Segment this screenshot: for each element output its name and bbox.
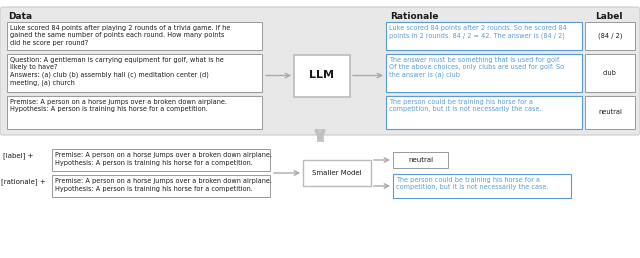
Text: Data: Data bbox=[8, 12, 32, 21]
Bar bbox=[52, 149, 270, 171]
Text: Smaller Model: Smaller Model bbox=[312, 170, 362, 176]
Text: The person could be training his horse for a
competition, but it is not necessar: The person could be training his horse f… bbox=[396, 177, 548, 190]
Text: Premise: A person on a horse jumps over a broken down airplane.
Hypothesis: A pe: Premise: A person on a horse jumps over … bbox=[10, 99, 227, 112]
Bar bbox=[585, 96, 635, 129]
Bar bbox=[7, 22, 262, 50]
Text: neutral: neutral bbox=[598, 109, 622, 116]
Bar bbox=[52, 175, 270, 197]
Text: LLM: LLM bbox=[310, 70, 335, 80]
Bar bbox=[386, 96, 582, 129]
Bar bbox=[303, 160, 371, 186]
Text: Luke scored 84 points after 2 rounds. So he scored 84
points in 2 rounds. 84 / 2: Luke scored 84 points after 2 rounds. So… bbox=[389, 25, 566, 39]
Text: The person could be training his horse for a
competition, but it is not necessar: The person could be training his horse f… bbox=[389, 99, 541, 112]
Text: [rationale] +: [rationale] + bbox=[1, 179, 45, 186]
Text: Premise: A person on a horse jumps over a broken down airplane.
Hypothesis: A pe: Premise: A person on a horse jumps over … bbox=[55, 178, 272, 191]
Bar bbox=[585, 54, 635, 92]
Text: Luke scored 84 points after playing 2 rounds of a trivia game. If he
gained the : Luke scored 84 points after playing 2 ro… bbox=[10, 25, 230, 46]
Bar bbox=[7, 54, 262, 92]
Text: The answer must be something that is used for golf.
Of the above choices, only c: The answer must be something that is use… bbox=[389, 57, 564, 78]
Bar bbox=[7, 96, 262, 129]
Bar bbox=[585, 22, 635, 50]
Text: Question: A gentleman is carrying equipment for golf, what is he
likely to have?: Question: A gentleman is carrying equipm… bbox=[10, 57, 224, 86]
Text: Label: Label bbox=[595, 12, 623, 21]
Text: club: club bbox=[603, 70, 617, 76]
Bar bbox=[386, 54, 582, 92]
Bar bbox=[393, 174, 571, 198]
Text: [label] +: [label] + bbox=[3, 153, 33, 159]
FancyArrowPatch shape bbox=[316, 131, 324, 138]
Bar bbox=[386, 22, 582, 50]
Text: Premise: A person on a horse jumps over a broken down airplane.
Hypothesis: A pe: Premise: A person on a horse jumps over … bbox=[55, 152, 272, 165]
Text: (84 / 2): (84 / 2) bbox=[598, 33, 622, 39]
Text: neutral: neutral bbox=[408, 157, 433, 163]
Bar bbox=[393, 152, 448, 168]
Text: Rationale: Rationale bbox=[390, 12, 438, 21]
Bar bbox=[294, 54, 350, 96]
FancyBboxPatch shape bbox=[0, 7, 640, 135]
